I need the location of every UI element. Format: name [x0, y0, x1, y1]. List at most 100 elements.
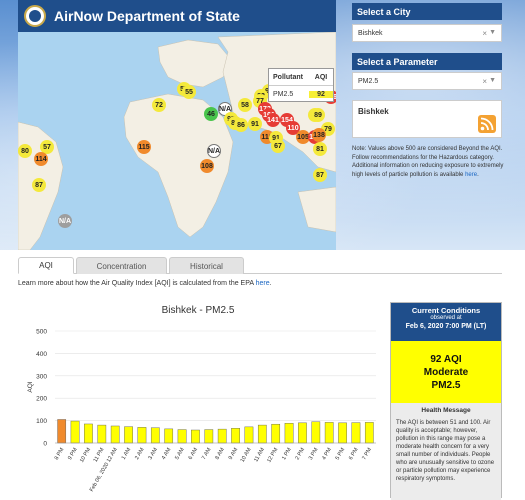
city-select[interactable]: Bishkek × ▼ — [352, 24, 502, 42]
y-tick-label: 500 — [36, 329, 47, 336]
aqi-map-marker[interactable]: 114 — [34, 152, 48, 166]
aqi-map-marker[interactable]: 86 — [234, 118, 248, 132]
aqi-map-marker[interactable]: 108 — [200, 159, 214, 173]
epa-here-link[interactable]: here — [255, 280, 270, 287]
learn-more-text: Learn more about how the Air Quality Ind… — [18, 280, 272, 287]
chevron-down-icon[interactable]: ▼ — [489, 77, 496, 84]
app-header: AirNow Department of State — [18, 0, 336, 32]
chart-bar — [57, 419, 67, 444]
popup-aqi-value: 92 — [309, 91, 333, 98]
chart-bar — [217, 428, 227, 444]
x-tick-label: 8 AM — [214, 447, 226, 461]
chart-bar — [244, 426, 254, 444]
city-info-box: Bishkek — [352, 100, 502, 138]
conditions-heading: Current Conditions — [411, 306, 481, 315]
aqi-map-marker[interactable]: 72 — [152, 98, 166, 112]
y-tick-label: 0 — [43, 441, 47, 448]
aqi-map-marker[interactable]: 87 — [313, 168, 327, 182]
x-tick-label: 2 AM — [134, 447, 146, 461]
x-tick-label: 11 AM — [253, 447, 266, 464]
conditions-aqi-block: 92 AQI Moderate PM2.5 — [391, 341, 501, 403]
aqi-map-marker[interactable]: 57 — [40, 140, 54, 154]
y-tick-label: 300 — [36, 373, 47, 380]
tab-historical[interactable]: Historical — [169, 257, 244, 274]
aqi-map-marker[interactable]: 141 — [266, 113, 280, 127]
y-axis-label: AQI — [27, 381, 34, 392]
y-tick-label: 400 — [36, 351, 47, 358]
current-conditions-card: Current Conditions observed at Feb 6, 20… — [390, 302, 502, 500]
x-tick-label: 7 AM — [201, 447, 213, 461]
chart-bar — [257, 424, 267, 444]
chevron-down-icon[interactable]: ▼ — [489, 29, 496, 36]
chart-bar — [70, 420, 80, 444]
aqi-map-marker[interactable]: 138 — [312, 128, 326, 142]
chart-bar — [311, 421, 321, 444]
x-tick-label: 5 AM — [174, 447, 186, 461]
tab-bar: AQI Concentration Historical — [18, 257, 502, 274]
rss-feed-icon[interactable] — [478, 115, 496, 133]
aqi-bar-chart: 0 100 200 300 400 500 AQI 8 PM 9 PM 10 PM 11 PMFeb… — [27, 329, 376, 493]
city-info-title: Bishkek — [358, 107, 389, 116]
clear-icon[interactable]: × — [482, 29, 487, 38]
aqi-map-marker[interactable]: 80 — [18, 144, 32, 158]
beyond-aqi-note: Note: Values above 500 are considered Be… — [352, 146, 504, 178]
x-tick-label: 9 AM — [228, 447, 240, 461]
chart-bar — [231, 428, 240, 444]
popup-pollutant-value: PM2.5 — [273, 91, 294, 98]
city-select-value: Bishkek — [358, 29, 383, 37]
aqi-map-marker[interactable]: 89 — [311, 108, 325, 122]
tab-aqi[interactable]: AQI — [18, 257, 74, 274]
tab-concentration[interactable]: Concentration — [76, 257, 167, 274]
aqi-map-marker[interactable]: 91 — [248, 117, 262, 131]
x-tick-label: 3 AM — [148, 447, 160, 461]
parameter-select[interactable]: PM2.5 × ▼ — [352, 72, 502, 90]
x-tick-label: 10 PM — [79, 447, 92, 464]
chart-bar — [271, 423, 281, 444]
state-department-seal-icon — [24, 5, 46, 27]
conditions-time: Feb 6, 2020 7:00 PM (LT) — [405, 323, 487, 330]
chart-bar — [351, 422, 361, 444]
health-message-text: The AQI is between 51 and 100. Air quali… — [391, 417, 501, 500]
chart-bar — [204, 429, 214, 444]
aqi-map-marker[interactable]: 110 — [286, 121, 300, 135]
conditions-aqi-value: 92 AQI — [430, 353, 462, 365]
chart-title: Bishkek - PM2.5 — [161, 305, 235, 316]
popup-pollutant-header: Pollutant — [273, 73, 303, 81]
x-tick-label: 1 AM — [121, 447, 133, 461]
chart-bar — [137, 427, 147, 444]
aqi-map-marker[interactable]: 81 — [313, 142, 327, 156]
aqi-map-marker[interactable]: 46 — [204, 107, 218, 121]
chart-bar — [177, 429, 187, 444]
aqi-map-marker[interactable]: 105 — [296, 130, 310, 144]
x-tick-label: 5 PM — [335, 447, 347, 461]
note-here-link[interactable]: here — [465, 171, 478, 178]
chart-bar — [164, 428, 174, 444]
city-heading: Select a City — [352, 3, 502, 20]
chart-bar — [191, 429, 200, 444]
x-tick-label: 7 PM — [361, 447, 373, 461]
parameter-heading: Select a Parameter — [352, 53, 502, 70]
aqi-map-marker[interactable]: N/A — [207, 144, 221, 158]
x-tick-label: 11 PM — [93, 447, 106, 464]
chart-bar — [124, 426, 133, 444]
y-tick-label: 200 — [36, 396, 47, 403]
app-title: AirNow Department of State — [54, 8, 240, 24]
x-tick-label: Feb 06, 2020 12 AM — [89, 447, 119, 493]
conditions-header: Current Conditions observed at Feb 6, 20… — [391, 303, 501, 341]
y-tick-label: 100 — [36, 418, 47, 425]
aqi-map-marker[interactable]: N/A — [58, 214, 72, 228]
conditions-observed: observed at — [430, 315, 462, 321]
aqi-map-marker[interactable]: 58 — [238, 98, 252, 112]
clear-icon[interactable]: × — [482, 77, 487, 86]
x-tick-label: 4 PM — [321, 447, 333, 461]
aqi-map-marker[interactable]: 87 — [32, 178, 46, 192]
x-tick-label: 10 AM — [240, 447, 253, 464]
parameter-select-value: PM2.5 — [358, 77, 379, 85]
world-map[interactable]: 1561565555725892827717316114115411089794… — [18, 32, 336, 250]
chart-bar — [110, 425, 120, 444]
aqi-map-marker[interactable]: 67 — [271, 139, 285, 153]
aqi-map-marker[interactable]: 115 — [137, 140, 151, 154]
aqi-map-marker[interactable]: 55 — [182, 85, 196, 99]
x-tick-label: 8 PM — [54, 447, 66, 461]
x-tick-label: 4 AM — [161, 447, 173, 461]
